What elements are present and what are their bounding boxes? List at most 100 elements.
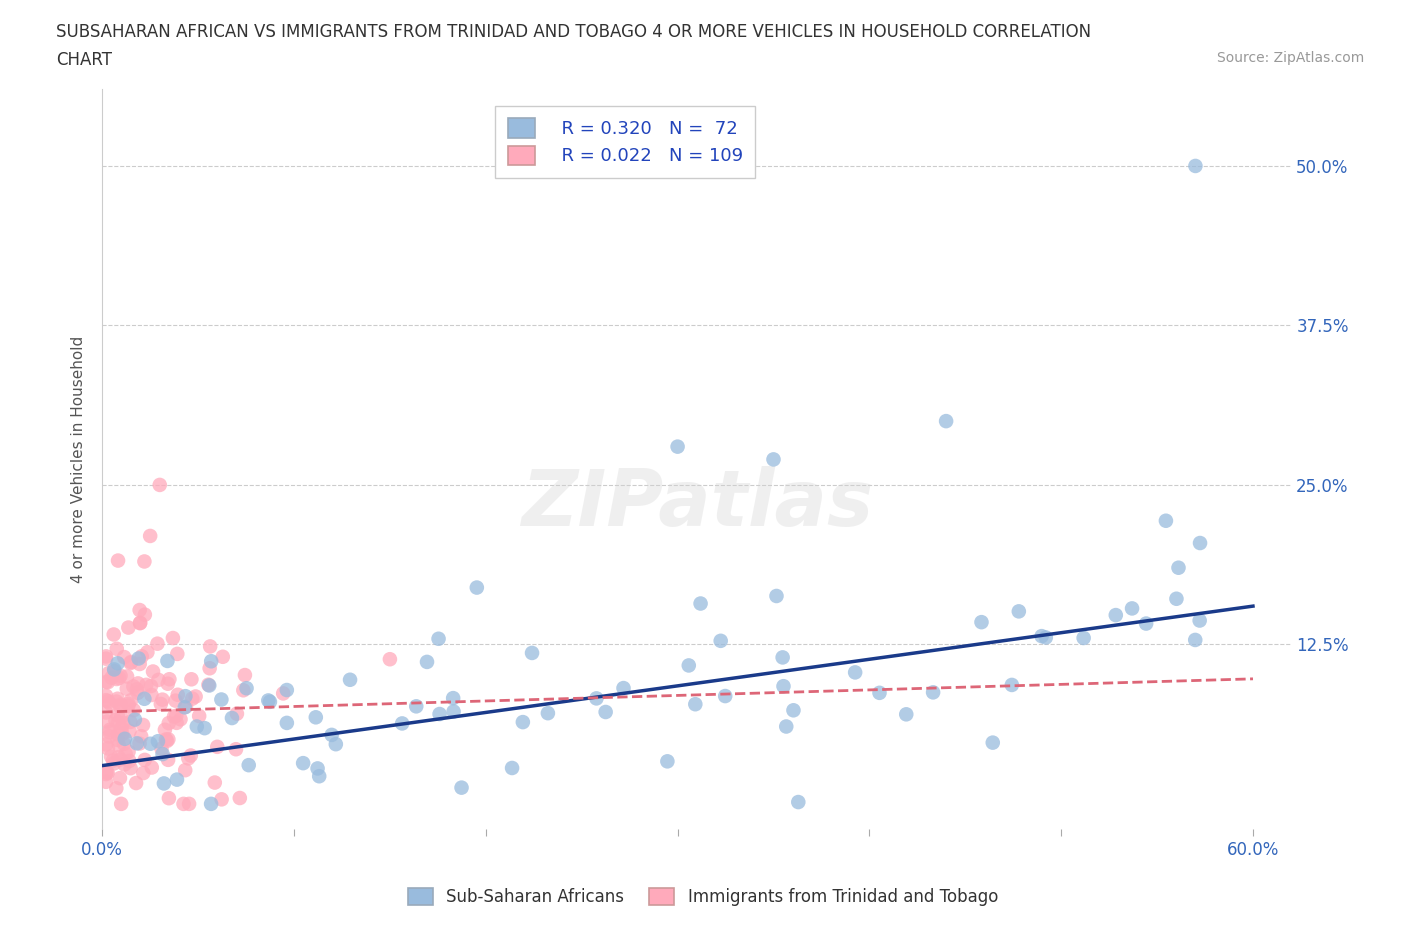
Point <box>107 733 129 748</box>
Point <box>107 656 129 671</box>
Point <box>501 761 523 776</box>
Point <box>97 765 120 780</box>
Point <box>666 439 689 454</box>
Point <box>166 687 188 702</box>
Point <box>94 693 117 708</box>
Point <box>97 741 120 756</box>
Point <box>157 752 180 767</box>
Point <box>173 700 195 715</box>
Point <box>122 703 145 718</box>
Point <box>105 694 128 709</box>
Point <box>259 695 281 710</box>
Legend: Sub-Saharan Africans, Immigrants from Trinidad and Tobago: Sub-Saharan Africans, Immigrants from Tr… <box>401 881 1005 912</box>
Point <box>129 616 152 631</box>
Point <box>1008 604 1031 618</box>
Point <box>150 741 173 756</box>
Point <box>235 681 257 696</box>
Point <box>1189 536 1212 551</box>
Point <box>156 676 179 691</box>
Point <box>94 737 117 752</box>
Point <box>110 721 132 736</box>
Point <box>110 710 132 724</box>
Point <box>124 712 146 727</box>
Point <box>156 734 179 749</box>
Point <box>1166 591 1188 606</box>
Point <box>163 709 186 724</box>
Point <box>595 705 617 720</box>
Point <box>307 761 329 776</box>
Point <box>104 712 127 727</box>
Point <box>152 692 174 707</box>
Point <box>1188 613 1211 628</box>
Point <box>465 580 488 595</box>
Point <box>96 764 118 779</box>
Point <box>765 589 787 604</box>
Point <box>391 716 413 731</box>
Point <box>108 752 131 767</box>
Point <box>844 665 866 680</box>
Point <box>117 620 139 635</box>
Point <box>100 750 122 764</box>
Point <box>378 652 401 667</box>
Point <box>714 688 737 703</box>
Point <box>139 679 162 694</box>
Point <box>198 639 221 654</box>
Point <box>305 710 328 724</box>
Point <box>105 781 128 796</box>
Point <box>443 704 465 719</box>
Point <box>225 742 247 757</box>
Point <box>200 654 222 669</box>
Point <box>108 699 131 714</box>
Point <box>229 790 252 805</box>
Text: SUBSAHARAN AFRICAN VS IMMIGRANTS FROM TRINIDAD AND TOBAGO 4 OR MORE VEHICLES IN : SUBSAHARAN AFRICAN VS IMMIGRANTS FROM TR… <box>56 23 1091 41</box>
Point <box>152 747 174 762</box>
Point <box>787 794 810 809</box>
Point <box>238 758 260 773</box>
Point <box>107 727 129 742</box>
Point <box>108 671 131 685</box>
Point <box>186 719 208 734</box>
Point <box>128 736 150 751</box>
Text: Source: ZipAtlas.com: Source: ZipAtlas.com <box>1216 51 1364 65</box>
Point <box>97 694 120 709</box>
Point <box>117 698 139 713</box>
Point <box>970 615 993 630</box>
Text: ZIPatlas: ZIPatlas <box>520 466 873 542</box>
Point <box>132 718 155 733</box>
Point <box>166 646 188 661</box>
Point <box>173 796 195 811</box>
Point <box>114 747 136 762</box>
Point <box>132 765 155 780</box>
Point <box>139 528 162 543</box>
Point <box>292 756 315 771</box>
Point <box>103 662 125 677</box>
Point <box>107 691 129 706</box>
Point <box>129 729 152 744</box>
Point <box>1154 513 1177 528</box>
Point <box>112 737 135 751</box>
Point <box>103 756 125 771</box>
Point <box>103 664 125 679</box>
Point <box>1001 677 1024 692</box>
Point <box>198 661 221 676</box>
Point <box>276 683 298 698</box>
Point <box>226 706 249 721</box>
Point <box>200 796 222 811</box>
Point <box>153 776 176 790</box>
Point <box>112 757 135 772</box>
Point <box>115 682 138 697</box>
Point <box>685 697 707 711</box>
Point <box>153 723 176 737</box>
Point <box>612 681 634 696</box>
Point <box>157 790 180 805</box>
Text: CHART: CHART <box>56 51 112 69</box>
Point <box>157 732 180 747</box>
Point <box>211 792 233 807</box>
Point <box>772 679 794 694</box>
Point <box>1121 601 1143 616</box>
Point <box>110 669 132 684</box>
Point <box>125 776 148 790</box>
Point <box>689 596 711 611</box>
Point <box>101 753 124 768</box>
Point <box>98 729 121 744</box>
